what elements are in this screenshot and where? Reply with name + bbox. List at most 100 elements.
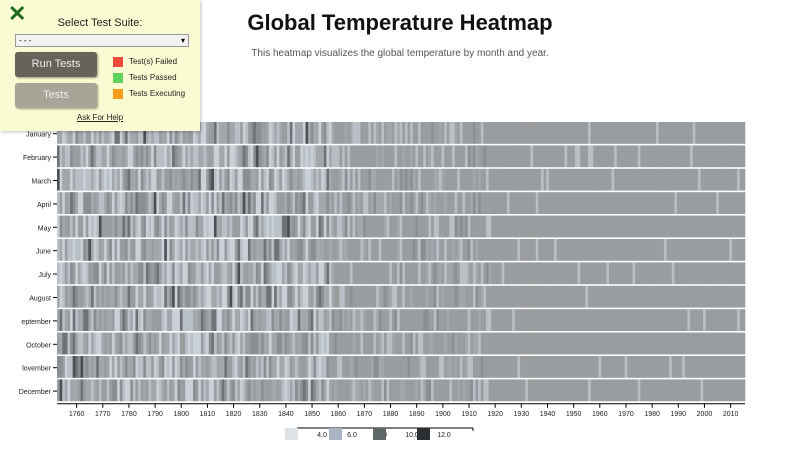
heatmap-cell: [145, 168, 149, 191]
heatmap-cell: [206, 145, 210, 168]
ask-for-help-link[interactable]: Ask For Help: [76, 113, 124, 122]
heatmap-cell: [247, 379, 251, 402]
heatmap-cell: [174, 122, 178, 144]
heatmap-cell: [642, 239, 646, 261]
heatmap-cell: [315, 168, 319, 191]
heatmap-cell: [72, 239, 76, 261]
tests-button[interactable]: Tests: [15, 83, 97, 108]
heatmap-cell: [577, 285, 581, 308]
heatmap-cell: [237, 122, 241, 144]
heatmap-cell: [70, 215, 73, 238]
heatmap-cell: [640, 285, 644, 308]
heatmap-cell: [185, 379, 189, 402]
heatmap-cell: [629, 239, 633, 261]
heatmap-cell: [491, 356, 495, 378]
heatmap-cell: [410, 168, 414, 191]
heatmap-cell: [433, 285, 437, 308]
heatmap-cell: [486, 262, 489, 285]
heatmap-cell: [349, 356, 353, 378]
heatmap-cell: [213, 332, 217, 355]
heatmap-cell: [669, 168, 673, 191]
heatmap-cell: [512, 332, 516, 355]
heatmap-cell: [567, 356, 571, 378]
heatmap-cell: [143, 309, 147, 331]
heatmap-cell: [457, 122, 461, 144]
heatmap-cell: [415, 122, 419, 144]
heatmap-cell: [347, 145, 351, 168]
close-icon[interactable]: ✕: [8, 1, 27, 26]
heatmap-cell: [556, 192, 560, 214]
heatmap-cell: [407, 215, 411, 238]
heatmap-cell: [522, 192, 526, 214]
heatmap-cell: [478, 215, 482, 238]
heatmap-cell: [559, 192, 563, 214]
heatmap-cell: [425, 285, 429, 308]
heatmap-cell: [72, 215, 76, 238]
heatmap-cell: [355, 145, 359, 168]
heatmap-cell: [695, 145, 699, 168]
heatmap-cell: [569, 192, 573, 214]
heatmap-cell: [454, 192, 458, 214]
heatmap-cell: [457, 379, 461, 402]
heatmap-cell: [234, 262, 238, 285]
legend-failed: Test(s) Failed: [113, 57, 177, 67]
heatmap-cell: [679, 379, 683, 402]
heatmap-cell: [438, 192, 442, 214]
heatmap-cell: [166, 332, 170, 355]
heatmap-cell: [488, 168, 492, 191]
heatmap-cell: [459, 262, 463, 285]
heatmap-cell: [721, 215, 725, 238]
x-tick-label: 2010: [723, 411, 739, 418]
heatmap-cell: [446, 239, 450, 261]
heatmap-cell: [193, 332, 196, 355]
heatmap-cell: [718, 192, 722, 214]
run-tests-button[interactable]: Run Tests: [15, 52, 97, 77]
heatmap-cell: [546, 122, 550, 144]
heatmap-cell: [410, 332, 414, 355]
heatmap-cell: [349, 239, 353, 261]
heatmap-cell: [514, 192, 518, 214]
heatmap-cell: [475, 309, 479, 331]
heatmap-cell: [703, 356, 707, 378]
heatmap-cell: [551, 122, 555, 144]
heatmap-cell: [360, 192, 364, 214]
heatmap-cell: [138, 356, 142, 378]
heatmap-cell: [80, 145, 84, 168]
heatmap-cell: [237, 192, 241, 214]
heatmap-cell: [546, 379, 550, 402]
heatmap-cell: [708, 192, 712, 214]
heatmap-cell: [339, 168, 343, 191]
heatmap-cell: [57, 192, 60, 214]
heatmap-cell: [250, 309, 254, 331]
heatmap-cell: [420, 122, 424, 144]
heatmap-cell: [415, 379, 419, 402]
heatmap-cell: [64, 309, 68, 331]
heatmap-cell: [195, 168, 199, 191]
heatmap-cell: [742, 356, 746, 378]
heatmap-cell: [101, 239, 105, 261]
heatmap-cell: [323, 379, 327, 402]
heatmap-cell: [676, 215, 680, 238]
heatmap-cell: [67, 168, 71, 191]
heatmap-cell: [255, 285, 259, 308]
test-suite-select[interactable]: - - - ▾: [15, 34, 189, 47]
heatmap-cell: [370, 192, 374, 214]
heatmap-cell: [480, 356, 484, 378]
heatmap-cell: [219, 309, 223, 331]
heatmap-cell: [101, 379, 105, 402]
heatmap-cell: [682, 192, 686, 214]
heatmap-cell: [533, 145, 537, 168]
heatmap-cell: [80, 285, 84, 308]
heatmap-cell: [187, 168, 191, 191]
heatmap-cell: [554, 215, 557, 238]
heatmap-cell: [726, 145, 730, 168]
heatmap-cell: [629, 379, 633, 402]
heatmap-cell: [603, 356, 607, 378]
heatmap-cell: [166, 122, 170, 144]
heatmap-cell: [580, 332, 584, 355]
heatmap-cell: [724, 356, 727, 378]
heatmap-cell: [166, 168, 170, 191]
heatmap-cell: [682, 379, 686, 402]
heatmap-cell: [700, 356, 704, 378]
heatmap-cell: [407, 285, 411, 308]
